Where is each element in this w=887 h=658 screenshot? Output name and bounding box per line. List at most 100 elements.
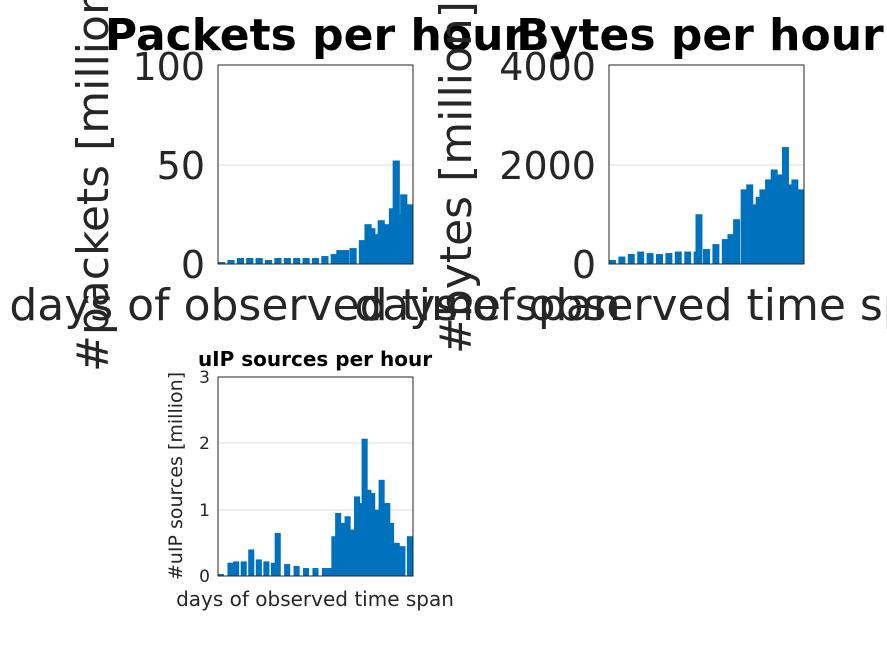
bar xyxy=(372,509,379,576)
packets-bars xyxy=(218,160,413,264)
bar xyxy=(293,566,300,576)
bar xyxy=(303,568,310,576)
bar xyxy=(377,220,385,264)
chart-title: Packets per hour xyxy=(105,10,526,61)
bar xyxy=(284,564,291,576)
bar xyxy=(759,189,767,265)
x-axis-label: days of observed time span xyxy=(354,280,887,331)
bar xyxy=(384,503,391,576)
bar xyxy=(233,561,240,576)
bar xyxy=(263,561,270,576)
bar xyxy=(703,249,710,264)
bar xyxy=(270,562,277,576)
bar xyxy=(327,568,334,576)
bar xyxy=(740,189,748,265)
bar xyxy=(218,574,225,576)
bytes-panel: 4000 2000 0 Bytes per hour #bytes [milli… xyxy=(354,1,887,354)
ytick-label: 50 xyxy=(157,144,205,188)
bar xyxy=(665,253,673,265)
ytick-label: 4000 xyxy=(499,45,596,89)
bar xyxy=(609,260,616,264)
bar xyxy=(712,244,720,264)
bar xyxy=(344,516,351,576)
bytes-bars xyxy=(609,147,804,265)
bar xyxy=(399,546,406,576)
bar xyxy=(336,250,344,264)
bar xyxy=(302,258,310,264)
bar xyxy=(311,258,320,264)
bar xyxy=(392,160,400,264)
ytick-label: 0 xyxy=(199,567,210,587)
bar xyxy=(746,184,754,264)
bar xyxy=(637,251,645,264)
uip-sources-bars xyxy=(218,438,413,576)
bar xyxy=(365,489,372,576)
bar xyxy=(274,258,282,264)
bar xyxy=(627,254,635,264)
bar xyxy=(695,214,703,264)
y-axis-label: #packets [million] xyxy=(68,0,119,372)
bar xyxy=(264,260,273,264)
bar xyxy=(255,559,262,576)
ytick-label: 100 xyxy=(132,45,205,89)
bar xyxy=(383,224,391,264)
ytick-label: 2000 xyxy=(499,144,596,188)
bar xyxy=(293,258,301,264)
chart-title: uIP sources per hour xyxy=(198,347,432,371)
x-axis-label: days of observed time span xyxy=(9,280,620,331)
ytick-label: 1 xyxy=(199,501,210,521)
bar xyxy=(750,204,757,264)
bar xyxy=(357,503,364,576)
bar xyxy=(361,438,368,576)
bar xyxy=(646,253,654,265)
bar xyxy=(312,568,319,576)
bar xyxy=(246,258,254,264)
bar xyxy=(776,174,784,264)
bar xyxy=(781,147,789,264)
ytick-label: 3 xyxy=(199,368,210,388)
ytick-label: 0 xyxy=(572,243,596,287)
bar xyxy=(797,189,804,265)
y-axis-label: #bytes [million] xyxy=(431,1,482,354)
bar xyxy=(733,219,741,264)
bar xyxy=(400,194,408,264)
bar xyxy=(331,536,338,576)
bar xyxy=(240,561,247,576)
bar xyxy=(618,256,626,264)
bar xyxy=(255,258,263,264)
chart-title: Bytes per hour xyxy=(516,10,884,61)
bar xyxy=(335,512,342,576)
bar xyxy=(354,496,361,576)
bar xyxy=(236,258,244,264)
plot-frame xyxy=(217,64,414,265)
bar xyxy=(248,549,255,576)
bar xyxy=(406,536,413,576)
bar xyxy=(358,240,367,264)
bar xyxy=(787,184,795,264)
bar xyxy=(274,532,281,576)
bar xyxy=(388,522,395,576)
y-axis-label: #uIP sources [million] xyxy=(165,372,187,580)
bar xyxy=(227,260,235,264)
bar xyxy=(765,179,773,265)
bar xyxy=(321,568,328,576)
bar xyxy=(338,522,345,576)
bar xyxy=(371,234,380,264)
bar xyxy=(396,214,404,264)
bar xyxy=(341,250,350,264)
bar xyxy=(321,256,329,264)
bar xyxy=(674,251,682,264)
x-axis-label: days of observed time span xyxy=(176,587,454,611)
bar xyxy=(369,493,376,576)
bar xyxy=(393,542,400,576)
bar xyxy=(283,258,291,264)
ytick-label: 2 xyxy=(199,434,210,454)
bar xyxy=(656,254,663,264)
bar xyxy=(364,224,372,264)
bar xyxy=(218,262,226,264)
bar xyxy=(684,251,692,264)
bar xyxy=(378,479,385,576)
bar xyxy=(388,208,397,264)
bar xyxy=(770,169,778,264)
